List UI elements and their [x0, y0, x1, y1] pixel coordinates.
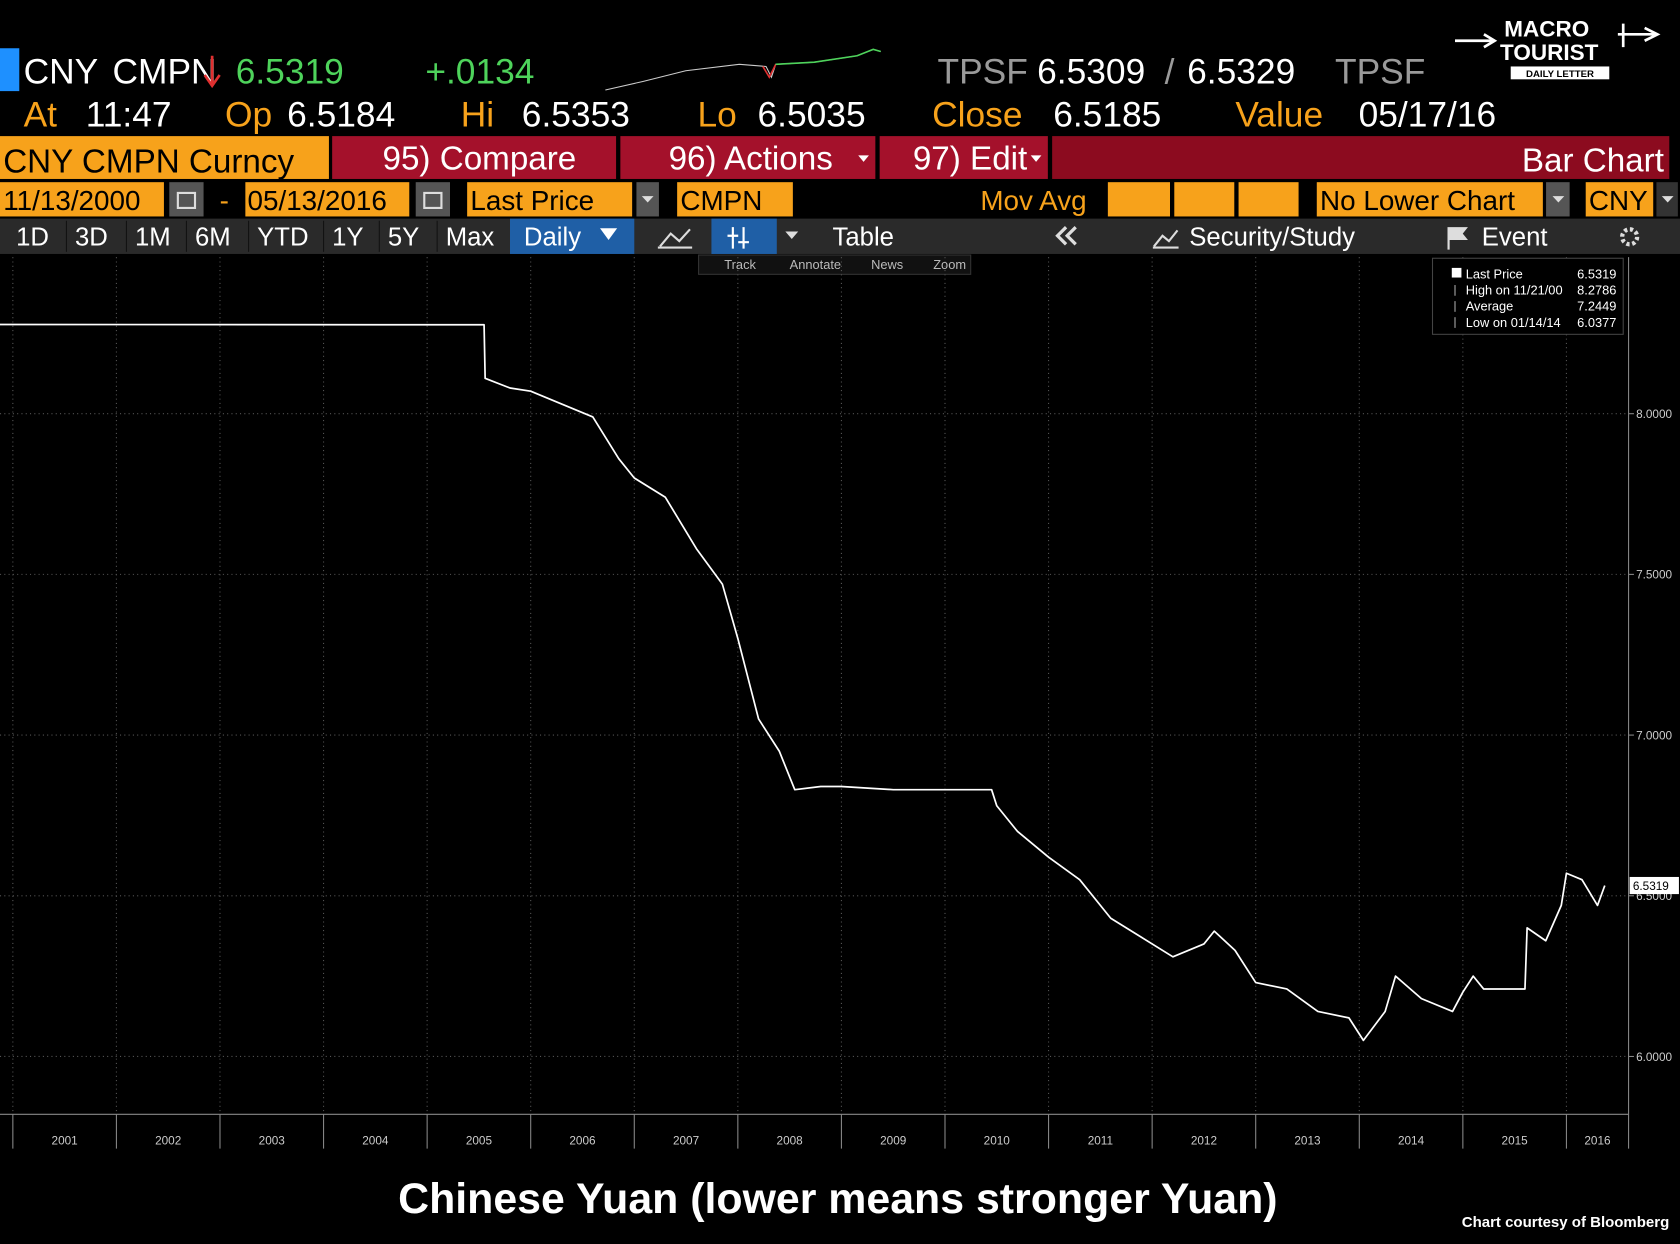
tool[interactable]: Annotate — [790, 257, 841, 272]
x-tick-label: 2011 — [1088, 1134, 1113, 1147]
currency[interactable]: CNY — [1589, 185, 1648, 216]
separator: / — [1165, 53, 1175, 92]
period-button[interactable]: 1M — [135, 223, 171, 251]
last-price-tag — [1629, 876, 1679, 895]
y-tick-label: 6.0000 — [1636, 1051, 1672, 1064]
label: Lo — [698, 95, 737, 134]
legend-label: Average — [1466, 299, 1514, 314]
x-tick-label: 2009 — [880, 1134, 906, 1147]
tool[interactable]: Track — [724, 257, 756, 272]
legend-label: Low on 01/14/14 — [1466, 315, 1561, 330]
legend-box — [1431, 257, 1624, 335]
security[interactable]: CNY CMPN Curncy — [3, 144, 294, 181]
logo: MACRO TOURIST DAILY LETTER — [1455, 16, 1661, 80]
x-tick-label: 2013 — [1294, 1134, 1321, 1147]
x-tick-label: 2003 — [259, 1134, 286, 1147]
label: Value — [1235, 95, 1323, 134]
value: 6.5185 — [1053, 95, 1161, 134]
period-button[interactable]: YTD — [257, 223, 308, 251]
legend-label: High on 11/21/00 — [1466, 283, 1563, 298]
last-price-label: 6.5319 — [1633, 880, 1669, 893]
source[interactable]: CMPN — [680, 185, 762, 216]
period-button[interactable]: 3D — [75, 223, 108, 251]
period-button[interactable]: Max — [446, 223, 495, 251]
logo-text: DAILY LETTER — [1526, 69, 1594, 80]
value: 11:47 — [86, 95, 172, 134]
toolbar-button[interactable]: Event — [1482, 223, 1548, 251]
axis-band — [0, 1114, 1629, 1149]
field[interactable]: Last Price — [470, 185, 594, 216]
value: 6.5353 — [522, 95, 630, 134]
ticker: CNY — [24, 53, 99, 92]
last: 6.5319 — [236, 53, 344, 92]
y-tick-label: 7.5000 — [1636, 569, 1672, 582]
label: Op — [225, 95, 272, 134]
period-button[interactable]: 5Y — [388, 223, 419, 251]
legend-value: 7.2449 — [1577, 299, 1616, 314]
value: 6.5184 — [287, 95, 395, 134]
x-tick-label: 2006 — [569, 1134, 596, 1147]
ask: 6.5329 — [1187, 53, 1295, 92]
dash: - — [220, 185, 229, 216]
period-button[interactable]: 1D — [16, 223, 49, 251]
tool[interactable]: News — [871, 257, 903, 272]
x-tick-label: 2010 — [984, 1134, 1011, 1147]
bid-source: TPSF — [938, 53, 1028, 92]
x-tick-label: 2005 — [466, 1134, 493, 1147]
value: 6.5035 — [758, 95, 866, 134]
caption: Chinese Yuan (lower means stronger Yuan) — [398, 1175, 1277, 1223]
chart-type[interactable]: Bar Chart — [1522, 142, 1664, 179]
x-tick-label: 2016 — [1584, 1134, 1611, 1147]
tool[interactable]: Zoom — [933, 257, 966, 272]
y-tick-label: 8.0000 — [1636, 408, 1672, 421]
x-tick-label: 2002 — [155, 1134, 181, 1147]
x-tick-label: 2007 — [673, 1134, 699, 1147]
y-tick-label: 7.0000 — [1636, 729, 1672, 742]
x-tick-label: 2012 — [1191, 1134, 1217, 1147]
label: At — [24, 95, 58, 134]
menu-button[interactable]: 97) Edit — [913, 140, 1027, 177]
logo-text: TOURIST — [1500, 40, 1599, 65]
label: Hi — [461, 95, 494, 134]
value: 05/17/16 — [1359, 95, 1497, 134]
price-line — [0, 323, 1606, 1042]
toolbar — [0, 218, 1680, 275]
end-date[interactable]: 05/13/2016 — [247, 185, 386, 216]
legend-value: 6.0377 — [1577, 315, 1616, 330]
bid: 6.5309 — [1037, 53, 1145, 92]
frequency[interactable]: Daily — [524, 223, 581, 251]
credit: Chart courtesy of Bloomberg — [1462, 1214, 1670, 1231]
source: CMPN — [113, 53, 217, 92]
period-button[interactable]: 6M — [195, 223, 231, 251]
start-date[interactable]: 11/13/2000 — [3, 185, 140, 216]
toolbar-button[interactable]: Table — [833, 223, 894, 251]
params — [0, 182, 1678, 217]
change: +.0134 — [425, 53, 534, 92]
legend-value: 8.2786 — [1577, 283, 1616, 298]
x-tick-label: 2008 — [777, 1134, 804, 1147]
menu-button[interactable]: 95) Compare — [383, 140, 577, 177]
menu-button[interactable]: 96) Actions — [669, 140, 833, 177]
x-tick-label: 2014 — [1398, 1134, 1425, 1147]
x-tick-label: 2004 — [362, 1134, 389, 1147]
logo-text: MACRO — [1504, 16, 1589, 41]
label: Close — [932, 95, 1022, 134]
mov-avg: Mov Avg — [980, 185, 1086, 216]
legend-value: 6.5319 — [1577, 267, 1616, 282]
legend-label: Last Price — [1466, 267, 1523, 282]
ask-source: TPSF — [1335, 53, 1425, 92]
x-tick-label: 2015 — [1502, 1134, 1529, 1147]
x-tick-label: 2001 — [52, 1134, 78, 1147]
toolbar-button[interactable]: Security/Study — [1189, 223, 1355, 251]
lower-chart[interactable]: No Lower Chart — [1320, 185, 1515, 216]
period-button[interactable]: 1Y — [332, 223, 363, 251]
